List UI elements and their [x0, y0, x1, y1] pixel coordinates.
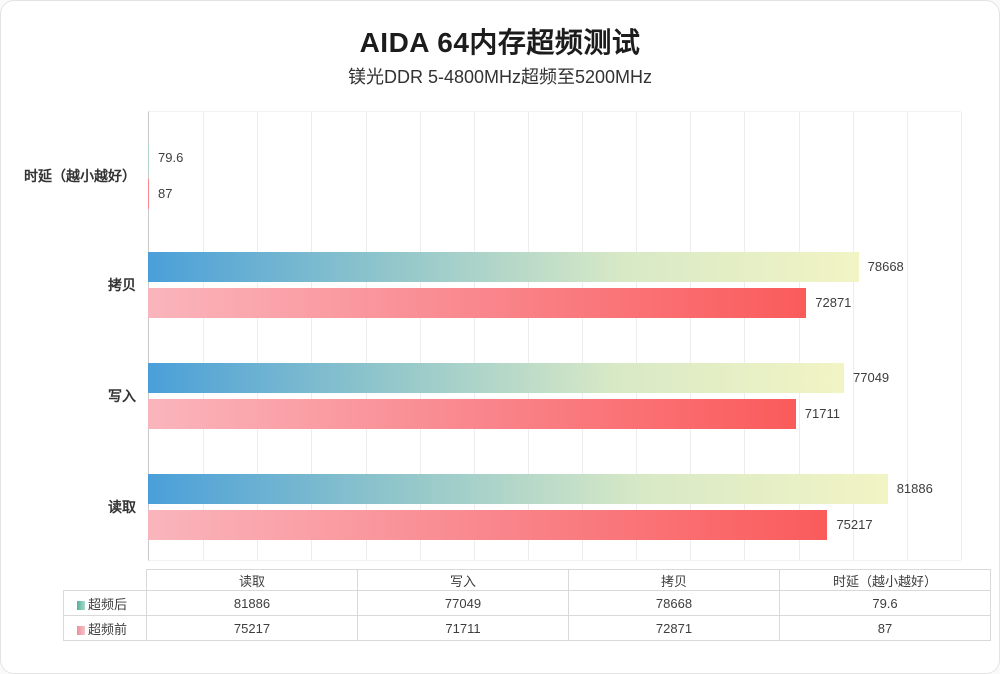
category-label: 读取 [108, 499, 136, 515]
value-label: 71711 [804, 406, 840, 421]
bar-row-after: 79.6 [148, 143, 961, 173]
data-table-header-row: 读取 写入 拷贝 时延（越小越好） [64, 569, 991, 591]
category-label: 时延（越小越好） [24, 168, 136, 184]
legend-swatch-超频后 [77, 600, 85, 610]
bar-group: 79.6 87 [148, 143, 961, 209]
gridline [257, 112, 259, 560]
bar-row-after: 81886 [148, 474, 961, 504]
gridline [798, 112, 800, 560]
table-value-cell: 75217 [146, 615, 358, 641]
category-label: 写入 [108, 388, 136, 404]
bar-row-before: 72871 [148, 288, 961, 318]
gridline [311, 112, 313, 560]
gridline [690, 112, 692, 560]
bar-row-before: 75217 [148, 510, 961, 540]
gridline [906, 112, 908, 560]
table-value-cell: 71711 [357, 615, 569, 641]
value-label: 75217 [836, 517, 873, 532]
gridline [203, 112, 205, 560]
bar-row-after: 77049 [148, 363, 961, 393]
gridline [473, 112, 475, 560]
value-label: 77049 [853, 370, 890, 385]
table-column-header: 读取 [146, 569, 358, 591]
table-value-cell: 81886 [146, 590, 358, 616]
bar-group: 77049 71711 [148, 363, 961, 429]
table-value-cell: 87 [779, 615, 991, 641]
category-label: 拷贝 [108, 277, 136, 293]
value-label: 81886 [896, 481, 933, 496]
gridline [852, 112, 854, 560]
gridline [744, 112, 746, 560]
bar-超频后 [148, 252, 859, 282]
table-value-cell: 77049 [357, 590, 569, 616]
bar-group: 81886 75217 [148, 474, 961, 540]
table-legend-cell: 超频前 [63, 615, 147, 641]
bar-row-before: 87 [148, 179, 961, 209]
table-value-cell: 78668 [568, 590, 780, 616]
bar-超频前 [148, 510, 828, 540]
gridline [582, 112, 584, 560]
table-column-header: 拷贝 [568, 569, 780, 591]
gridline [527, 112, 529, 560]
chart-title: AIDA 64内存超频测试 [359, 27, 641, 58]
bar-超频后 [148, 474, 888, 504]
data-table-body: 超频后 81886 77049 78668 79.6 超频前 75217 71711 72871… [63, 590, 991, 641]
bar-超频后 [148, 363, 844, 393]
data-table-header: 读取 写入 拷贝 时延（越小越好） [64, 569, 991, 591]
value-label: 72871 [815, 295, 852, 310]
table-value-cell: 72871 [568, 615, 780, 641]
legend-swatch-超频前 [77, 625, 85, 635]
bar-超频前 [148, 288, 807, 318]
value-label: 79.6 [158, 150, 184, 165]
table-legend-cell: 超频后 [63, 590, 147, 616]
gridline [961, 112, 962, 560]
bar-超频前 [148, 399, 796, 429]
gridline [365, 112, 367, 560]
bar-超频后 [148, 143, 149, 173]
table-column-header: 写入 [357, 569, 569, 591]
series-name: 超频前 [88, 621, 128, 637]
series-name: 超频后 [88, 596, 128, 612]
table-row: 超频前 75217 71711 72871 87 [63, 615, 991, 641]
plot-area [148, 111, 962, 561]
bar-row-before: 71711 [148, 399, 961, 429]
gridline [636, 112, 638, 560]
table-row: 超频后 81886 77049 78668 79.6 [63, 590, 991, 616]
gridline [419, 112, 421, 560]
value-label: 78668 [867, 259, 904, 274]
bar-超频前 [148, 179, 149, 209]
value-label: 87 [158, 186, 173, 201]
chart-subtitle: 镁光DDR 5-4800MHz超频至5200MHz [347, 67, 653, 87]
table-column-header: 时延（越小越好） [779, 569, 991, 591]
table-corner-cell [64, 570, 147, 591]
bar-row-after: 78668 [148, 252, 961, 282]
bar-group: 78668 72871 [148, 252, 961, 318]
data-table: 读取 写入 拷贝 时延（越小越好） 超频后 81886 77049 78668 79.6 超频前… [63, 569, 991, 641]
table-value-cell: 79.6 [779, 590, 991, 616]
